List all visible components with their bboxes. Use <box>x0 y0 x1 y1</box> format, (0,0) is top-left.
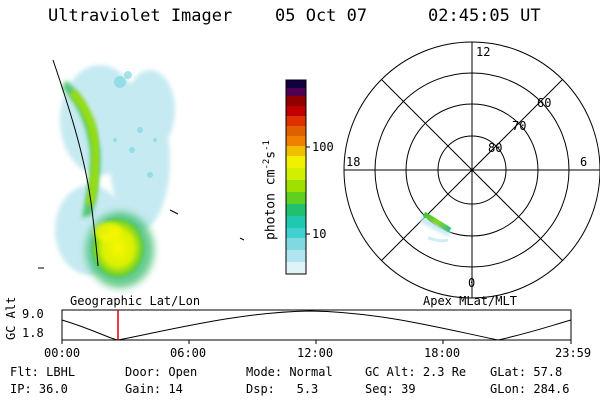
polar-aurora <box>418 211 452 243</box>
time-label: 02:45:05 UT <box>428 6 541 26</box>
date-label: 05 Oct 07 <box>275 6 368 26</box>
info-glon: GLon: 284.6 <box>490 382 570 396</box>
info-mode: Mode: Normal <box>246 365 333 379</box>
timeline-x-2359: 23:59 <box>555 346 592 360</box>
colorbar-tick-10: 10 <box>312 227 327 241</box>
lat-label-60: 60 <box>537 96 552 110</box>
colorbar <box>285 79 310 275</box>
mlt-label-6: 6 <box>580 155 588 169</box>
info-dsp: Dsp: 5.3 <box>246 382 319 396</box>
colorbar-label: photon cm-2s-1 <box>262 140 279 240</box>
mlt-label-0: 0 <box>468 276 476 290</box>
timeline-panel <box>61 309 572 344</box>
altitude-curve <box>61 310 572 341</box>
mlt-label-12: 12 <box>476 45 491 59</box>
polar-diag-2 <box>381 79 563 261</box>
timeline-x-1200: 12:00 <box>297 346 334 360</box>
timeline-y-max: 9.0 <box>22 307 44 321</box>
info-seq: Seq: 39 <box>365 382 416 396</box>
instrument-title: Ultraviolet Imager <box>48 6 233 26</box>
timeline-x-0000: 00:00 <box>44 346 81 360</box>
gc-alt-axis-title: GC Alt <box>4 296 18 340</box>
geographic-image <box>38 59 245 288</box>
colorbar-tick-100: 100 <box>312 140 334 154</box>
polar-plot <box>343 41 600 299</box>
info-flt: Flt: LBHL <box>10 365 76 379</box>
timeline-y-min: 1.8 <box>22 326 44 340</box>
info-ip: IP: 36.0 <box>10 382 68 396</box>
terminator-line <box>52 59 99 267</box>
info-gain: Gain: 14 <box>125 382 183 396</box>
apex-mlat-mlt-label: Apex MLat/MLT <box>423 294 517 308</box>
info-door: Door: Open <box>125 365 198 379</box>
timeline-x-1800: 18:00 <box>424 346 461 360</box>
timeline-x-0600: 06:00 <box>170 346 207 360</box>
mlt-label-18: 18 <box>346 155 361 169</box>
lat-label-70: 70 <box>512 119 527 133</box>
geographic-latlon-label: Geographic Lat/Lon <box>70 294 201 308</box>
info-gc-alt: GC Alt: 2.3 Re <box>365 365 467 379</box>
info-glat: GLat: 57.8 <box>490 365 563 379</box>
lat-label-80: 80 <box>488 141 503 155</box>
